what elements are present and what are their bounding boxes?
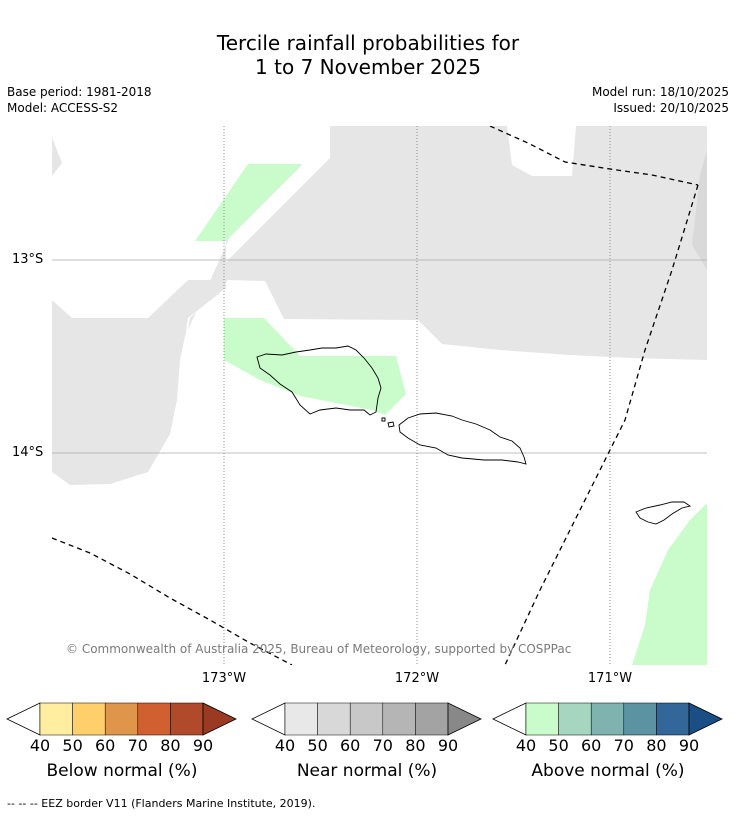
colorbar-tick-label: 90 [437,736,459,755]
colorbar-bin [104,702,139,736]
colorbar-tick-label: 70 [372,736,393,755]
colorbar-extend-high [688,702,723,736]
colorbar-tick-label: 80 [405,736,426,755]
colorbar-tick-label: 70 [613,736,634,755]
title-line-1: Tercile rainfall probabilities for [216,31,520,55]
colorbar-tick-label: 70 [127,736,148,755]
colorbar-near-normal [251,702,482,736]
colorbar-label-below: Below normal (%) [46,761,198,781]
colorbar-bin [72,702,106,736]
eez-border-north [489,126,699,186]
base-period: Base period: 1981-2018 [7,85,152,99]
colorbar-extend-low [6,702,41,736]
island-savaii [256,345,382,416]
map-title: Tercile rainfall probabilities for 1 to … [0,31,736,79]
model-run: Model run: 18/10/2025 [591,85,729,99]
meta-right: Model run: 18/10/2025 Issued: 20/10/2025 [592,84,729,116]
colorbar-extend-high [447,702,482,736]
near-normal-region-north [188,126,707,360]
colorbar-bin [415,702,449,736]
colorbar-tick-label: 80 [160,736,181,755]
model-name: Model: ACCESS-S2 [7,101,119,115]
lat-label-14s: 14°S [12,445,44,460]
colorbar-bin [558,702,592,736]
near-normal-region-east-edge [692,150,707,270]
near-normal-region-nw [52,137,62,176]
colorbar-tick-label: 90 [192,736,214,755]
issued-date: Issued: 20/10/2025 [613,101,729,115]
eez-border-southwest [52,537,293,665]
colorbar-tick-label: 60 [581,736,602,755]
colorbar-bin [39,702,73,736]
island-manono [387,421,395,428]
island-tutuila [635,501,692,525]
above-normal-region-north [195,164,302,241]
colorbar-extend-low [492,702,527,736]
lon-label-173w: 173°W [201,671,247,686]
island-apolima [381,417,386,422]
colorbar-bin [170,702,204,736]
colorbar-bin [382,702,416,736]
lat-label-13s: 13°S [12,252,44,267]
colorbar-tick-label: 40 [29,736,51,755]
lon-label-172w: 172°W [394,671,440,686]
colorbar-extend-low [251,702,286,736]
colorbar-bin [623,702,657,736]
copyright-text: © Commonwealth of Australia 2025, Bureau… [66,642,572,656]
above-normal-region-central [224,318,406,415]
colorbar-tick-label: 50 [548,736,569,755]
colorbar-bin [590,702,625,736]
eez-border-east [504,184,699,665]
island-upolu [398,412,527,465]
colorbar-tick-label: 90 [678,736,700,755]
colorbar-tick-label: 50 [62,736,83,755]
colorbar-tick-label: 40 [274,736,296,755]
title-line-2: 1 to 7 November 2025 [255,55,481,79]
lon-label-171w: 171°W [587,671,633,686]
colorbar-tick-label: 50 [307,736,328,755]
colorbar-bin [656,702,690,736]
colorbar-extend-high [202,702,237,736]
colorbar-below-normal [6,702,237,736]
colorbar-bin [317,702,351,736]
near-normal-region-west [52,280,226,485]
colorbar-label-above: Above normal (%) [531,761,685,781]
meta-left: Base period: 1981-2018 Model: ACCESS-S2 [7,84,152,116]
eez-footnote: -- -- -- EEZ border V11 (Flanders Marine… [7,797,316,810]
colorbar-tick-label: 40 [515,736,537,755]
above-normal-region-southeast [632,503,707,665]
colorbar-above-normal [492,702,723,736]
colorbar-bin [349,702,384,736]
colorbar-bin [525,702,559,736]
colorbar-tick-label: 60 [95,736,116,755]
colorbar-bin [284,702,318,736]
colorbar-tick-label: 80 [646,736,667,755]
colorbar-label-near: Near normal (%) [296,761,438,781]
colorbar-bin [137,702,171,736]
colorbar-tick-label: 60 [340,736,361,755]
